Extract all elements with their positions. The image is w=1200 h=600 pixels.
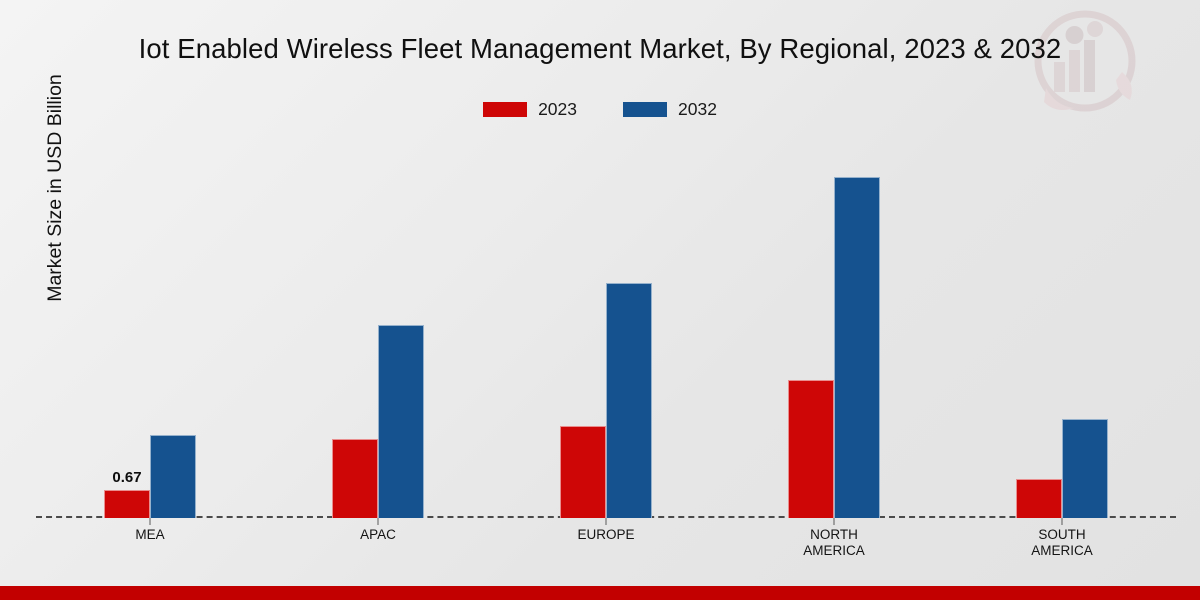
x-axis-tick [833,518,835,525]
bar-pair [788,140,880,518]
bar-slot [834,140,880,518]
bar-2023-4[interactable] [788,380,834,518]
bar-group: NORTH AMERICA [720,140,948,558]
bar-group: SOUTH AMERICA [948,140,1176,558]
legend-swatch-2032 [623,102,667,118]
bar-group: APAC [264,140,492,542]
bar-2032-5[interactable] [1062,419,1108,518]
plot-area: 0.67 MEA APAC EUROPE NORTH AMERICA SOUTH AMER… [36,140,1176,558]
bar-groups: 0.67 MEA APAC EUROPE NORTH AMERICA SOUTH AMER… [36,140,1176,558]
bar-slot [1016,140,1062,518]
x-axis-category-label: APAC [360,527,396,542]
x-axis-category-label: SOUTH AMERICA [1031,527,1093,558]
legend-label-2023: 2023 [538,99,577,119]
chart-title: Iot Enabled Wireless Fleet Management Ma… [138,33,1062,64]
x-axis-category-label: MEA [135,527,165,542]
legend-label-2032: 2032 [678,99,717,119]
bar-pair [332,140,424,518]
bar-2032-1[interactable] [150,435,196,518]
bar-2032-4[interactable] [834,176,880,518]
bar-2032-2[interactable] [378,325,424,518]
footer-accent-bar [0,586,1200,600]
x-axis-tick [1061,518,1063,525]
bar-group: EUROPE [492,140,720,542]
bar-pair: 0.67 [104,140,196,518]
bar-2032-3[interactable] [606,283,652,518]
bar-2023-5[interactable] [1016,478,1062,518]
bar-slot [332,140,378,518]
bar-2023-3[interactable] [560,425,606,518]
x-axis-category-label: EUROPE [577,527,635,542]
x-axis-tick [377,518,379,525]
chart-legend: 2023 2032 [0,99,1200,119]
bar-slot [788,140,834,518]
bar-2023-1[interactable] [104,490,150,518]
bar-slot [150,140,196,518]
legend-item-2032[interactable]: 2032 [623,99,717,119]
bar-slot [378,140,424,518]
bar-slot [1062,140,1108,518]
bar-slot [606,140,652,518]
bar-slot [560,140,606,518]
bar-group: 0.67 MEA [36,140,264,542]
bar-2023-2[interactable] [332,438,378,518]
legend-swatch-2023 [483,102,528,118]
x-axis-tick [149,518,151,525]
bar-slot: 0.67 [104,140,150,518]
bar-pair [1016,140,1108,518]
x-axis-tick [605,518,607,525]
bar-value-label: 0.67 [112,469,142,487]
x-axis-category-label: NORTH AMERICA [803,527,865,558]
bar-pair [560,140,652,518]
legend-item-2023[interactable]: 2023 [483,99,577,119]
